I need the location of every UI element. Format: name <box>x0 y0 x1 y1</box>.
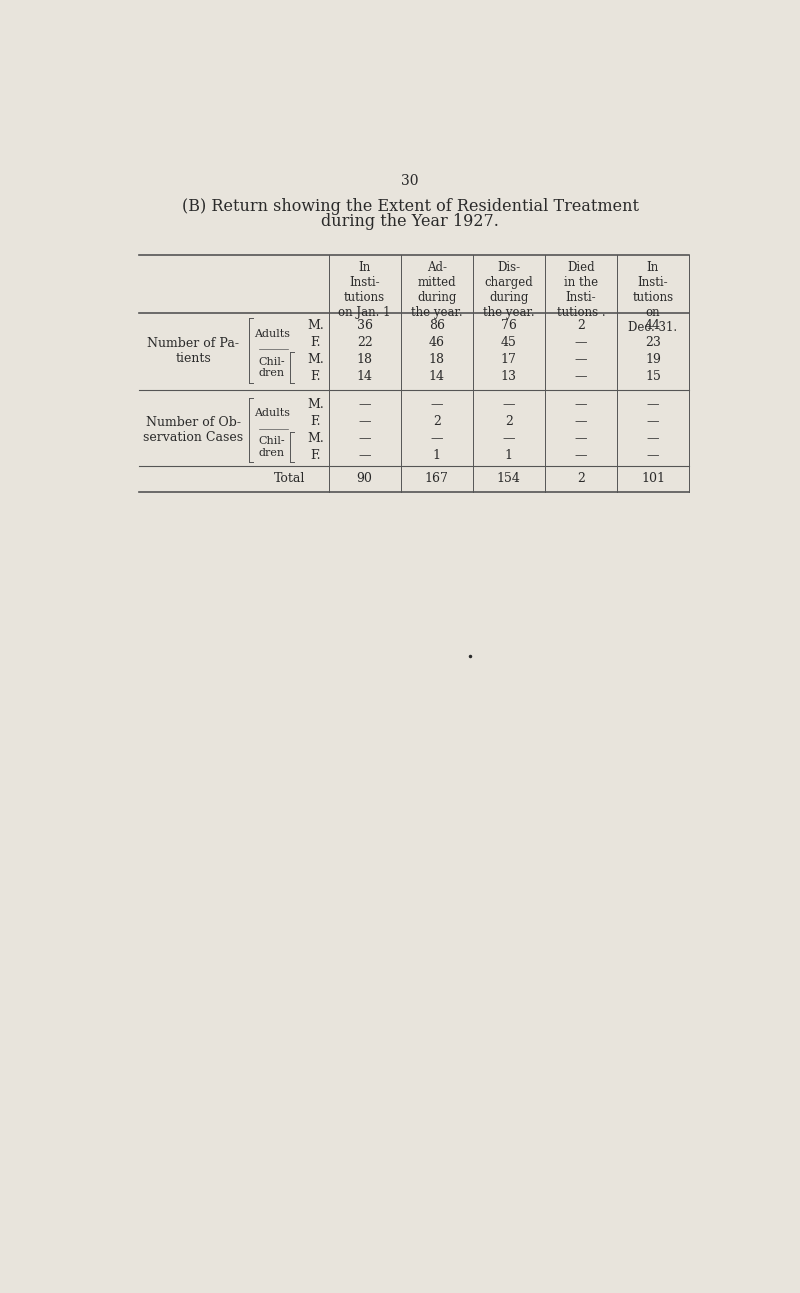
Text: —: — <box>574 415 587 428</box>
Text: 22: 22 <box>357 336 373 349</box>
Text: In
Insti-
tutions
on
Dec. 31.: In Insti- tutions on Dec. 31. <box>629 261 678 335</box>
Text: —: — <box>574 398 587 411</box>
Text: —: — <box>574 449 587 462</box>
Text: 86: 86 <box>429 319 445 332</box>
Text: 45: 45 <box>501 336 517 349</box>
Text: 1: 1 <box>505 449 513 462</box>
Text: 2: 2 <box>433 415 441 428</box>
Text: Dis-
charged
during
the year.: Dis- charged during the year. <box>483 261 534 319</box>
Text: Adults: Adults <box>254 328 290 339</box>
Text: F.: F. <box>310 336 321 349</box>
Text: 14: 14 <box>357 370 373 383</box>
Text: In
Insti-
tutions
on Jan. 1: In Insti- tutions on Jan. 1 <box>338 261 391 319</box>
Text: 44: 44 <box>645 319 661 332</box>
Text: during the Year 1927.: during the Year 1927. <box>321 213 499 230</box>
Text: 154: 154 <box>497 472 521 485</box>
Text: F.: F. <box>310 415 321 428</box>
Text: —: — <box>574 370 587 383</box>
Text: —: — <box>574 336 587 349</box>
Text: M.: M. <box>307 319 324 332</box>
Text: 90: 90 <box>357 472 373 485</box>
Text: —: — <box>646 449 659 462</box>
Text: Number of Ob-
servation Cases: Number of Ob- servation Cases <box>143 416 243 443</box>
Text: 18: 18 <box>357 353 373 366</box>
Text: 1: 1 <box>433 449 441 462</box>
Text: —: — <box>646 432 659 445</box>
Text: —: — <box>358 449 371 462</box>
Text: 46: 46 <box>429 336 445 349</box>
Text: —: — <box>646 415 659 428</box>
Text: 15: 15 <box>645 370 661 383</box>
Text: —: — <box>646 398 659 411</box>
Text: —: — <box>502 432 515 445</box>
Text: M.: M. <box>307 432 324 445</box>
Text: 76: 76 <box>501 319 517 332</box>
Text: F.: F. <box>310 449 321 462</box>
Text: Chil-
dren: Chil- dren <box>258 436 286 458</box>
Text: 19: 19 <box>645 353 661 366</box>
Text: —: — <box>358 415 371 428</box>
Text: 30: 30 <box>402 175 418 189</box>
Text: F.: F. <box>310 370 321 383</box>
Text: 23: 23 <box>645 336 661 349</box>
Text: —: — <box>430 432 443 445</box>
Text: —: — <box>358 432 371 445</box>
Text: —: — <box>358 398 371 411</box>
Text: 13: 13 <box>501 370 517 383</box>
Text: Adults: Adults <box>254 409 290 418</box>
Text: Total: Total <box>274 472 306 485</box>
Text: 2: 2 <box>505 415 513 428</box>
Text: M.: M. <box>307 398 324 411</box>
Text: 167: 167 <box>425 472 449 485</box>
Text: 2: 2 <box>577 472 585 485</box>
Text: 101: 101 <box>641 472 665 485</box>
Text: —: — <box>502 398 515 411</box>
Text: 36: 36 <box>357 319 373 332</box>
Text: 17: 17 <box>501 353 517 366</box>
Text: —: — <box>574 432 587 445</box>
Text: Number of Pa-
tients: Number of Pa- tients <box>147 336 239 365</box>
Text: Died
in the
Insti-
tutions .: Died in the Insti- tutions . <box>557 261 606 319</box>
Text: (B) Return showing the Extent of Residential Treatment: (B) Return showing the Extent of Residen… <box>182 198 638 215</box>
Text: 14: 14 <box>429 370 445 383</box>
Text: M.: M. <box>307 353 324 366</box>
Text: Chil-
dren: Chil- dren <box>258 357 286 379</box>
Text: 18: 18 <box>429 353 445 366</box>
Text: 2: 2 <box>577 319 585 332</box>
Text: Ad-
mitted
during
the year.: Ad- mitted during the year. <box>411 261 462 319</box>
Text: —: — <box>574 353 587 366</box>
Text: —: — <box>430 398 443 411</box>
